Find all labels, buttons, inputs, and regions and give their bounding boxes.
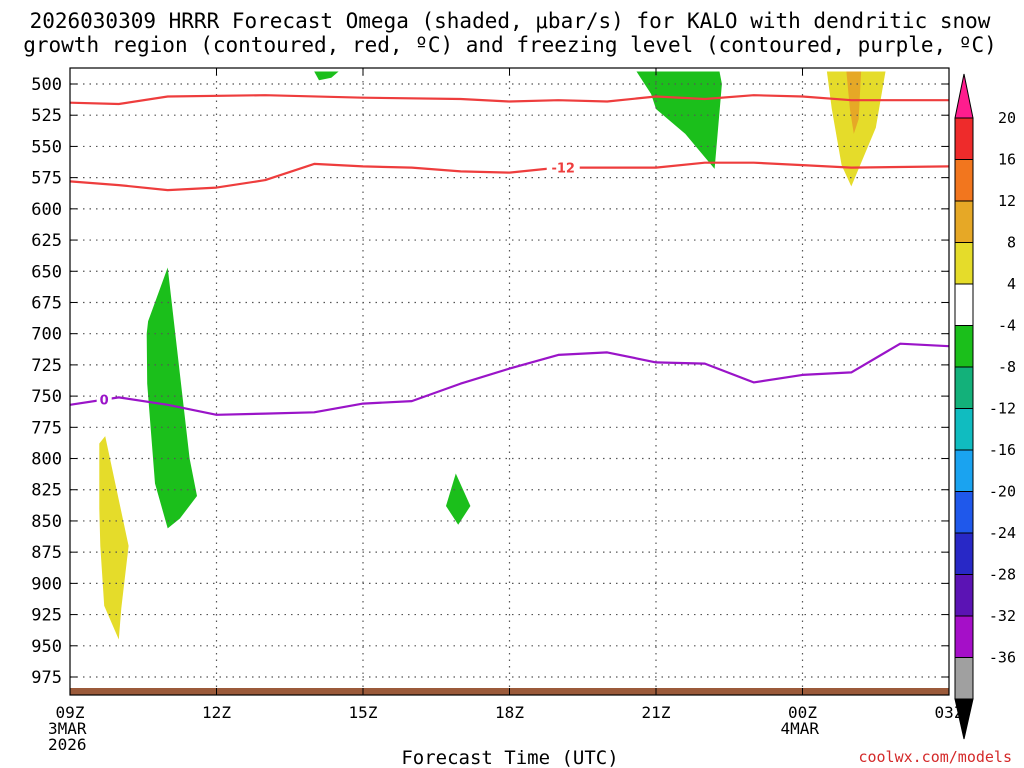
colorbar-label: 4: [1007, 275, 1016, 293]
x-tick-label: 18Z: [495, 703, 524, 722]
omega-shaded-region-2: [446, 473, 471, 525]
colorbar-swatch: [954, 532, 974, 575]
credit-text: coolwx.com/models: [858, 748, 1012, 766]
colorbar-label: -8: [998, 358, 1016, 376]
contour-label-2: 0: [100, 394, 109, 409]
colorbar-bottom-arrow: [954, 698, 974, 740]
colorbar-swatch: [954, 325, 974, 368]
y-tick-label: 625: [31, 231, 62, 251]
colorbar-label: 20: [998, 109, 1016, 127]
y-tick-label: 500: [31, 75, 62, 95]
x-tick-label: 09Z: [56, 703, 85, 722]
colorbar-swatch: [954, 200, 974, 243]
colorbar-label: -32: [989, 607, 1016, 625]
colorbar-label: -12: [989, 400, 1016, 418]
colorbar-swatch: [954, 449, 974, 492]
y-tick-label: 875: [31, 543, 62, 563]
x-tick-label: 12Z: [202, 703, 231, 722]
omega-shading-layer: [99, 71, 886, 640]
contour-line-0: [69, 94, 949, 106]
colorbar-label: 16: [998, 151, 1016, 169]
y-tick-label: 650: [31, 262, 62, 282]
colorbar-swatch: [954, 242, 974, 285]
colorbar-swatch: [954, 366, 974, 409]
omega-shaded-region-0: [99, 436, 129, 640]
x-axis-label: Forecast Time (UTC): [401, 747, 618, 768]
x-tick-label: 3MAR: [48, 719, 87, 738]
colorbar-label: -20: [989, 483, 1016, 501]
colorbar-label: -36: [989, 649, 1016, 667]
y-tick-label: 550: [31, 137, 62, 157]
colorbar-swatch: [954, 657, 974, 700]
colorbar-swatch: [954, 117, 974, 160]
contour-label-bg: [96, 391, 112, 407]
colorbar-swatch: [954, 283, 974, 326]
colorbar-swatch: [954, 159, 974, 202]
colorbar: 20 16 12 8 4 -4 -8 -12 -16 -20 -24 -28 -32 -36: [954, 73, 1016, 740]
contour-label-bg: [546, 159, 580, 175]
y-tick-label: 575: [31, 169, 62, 189]
y-tick-label: 700: [31, 325, 62, 345]
chart-title-line2: growth region (contoured, red, ºC) and f…: [23, 33, 997, 57]
colorbar-label: -28: [989, 566, 1016, 584]
y-tick-label: 525: [31, 106, 62, 126]
colorbar-top-arrow: [954, 73, 974, 119]
chart-title-line1: 2026030309 HRRR Forecast Omega (shaded, …: [30, 9, 991, 33]
colorbar-label: -24: [989, 524, 1016, 542]
colorbar-swatch: [954, 615, 974, 658]
y-axis: 500 525 550 575 600 625 650 675 700 725 750 775 800 8…: [31, 75, 949, 688]
y-tick-label: 925: [31, 606, 62, 626]
contour-layer: -12 0: [69, 94, 950, 416]
y-tick-label: 800: [31, 450, 62, 470]
x-tick-label: 15Z: [349, 703, 378, 722]
colorbar-label: -16: [989, 441, 1016, 459]
contour-line-1: [69, 161, 950, 192]
omega-shaded-region-6: [846, 71, 862, 134]
y-tick-label: 675: [31, 293, 62, 313]
y-tick-label: 825: [31, 481, 62, 501]
y-tick-label: 725: [31, 356, 62, 376]
x-tick-label: 2026: [48, 735, 87, 754]
contour-line-2: [69, 342, 950, 416]
y-tick-label: 900: [31, 574, 62, 594]
colorbar-swatch: [954, 574, 974, 617]
colorbar-swatch: [954, 408, 974, 451]
omega-shaded-region-1: [146, 267, 197, 529]
x-tick-label: 21Z: [642, 703, 671, 722]
colorbar-label: 8: [1007, 234, 1016, 252]
y-tick-label: 975: [31, 668, 62, 688]
omega-shaded-region-3: [314, 71, 339, 81]
colorbar-swatch: [954, 491, 974, 534]
colorbar-label: -4: [998, 317, 1016, 335]
x-tick-label: 00Z: [788, 703, 817, 722]
contour-label-1: -12: [551, 162, 575, 177]
y-tick-label: 950: [31, 637, 62, 657]
grid-lines: [70, 68, 949, 695]
y-tick-label: 600: [31, 200, 62, 220]
colorbar-label: 12: [998, 192, 1016, 210]
x-tick-label: 4MAR: [781, 719, 820, 738]
y-tick-label: 850: [31, 512, 62, 532]
y-tick-label: 775: [31, 418, 62, 438]
omega-shaded-region-4: [636, 71, 722, 169]
y-tick-label: 750: [31, 387, 62, 407]
